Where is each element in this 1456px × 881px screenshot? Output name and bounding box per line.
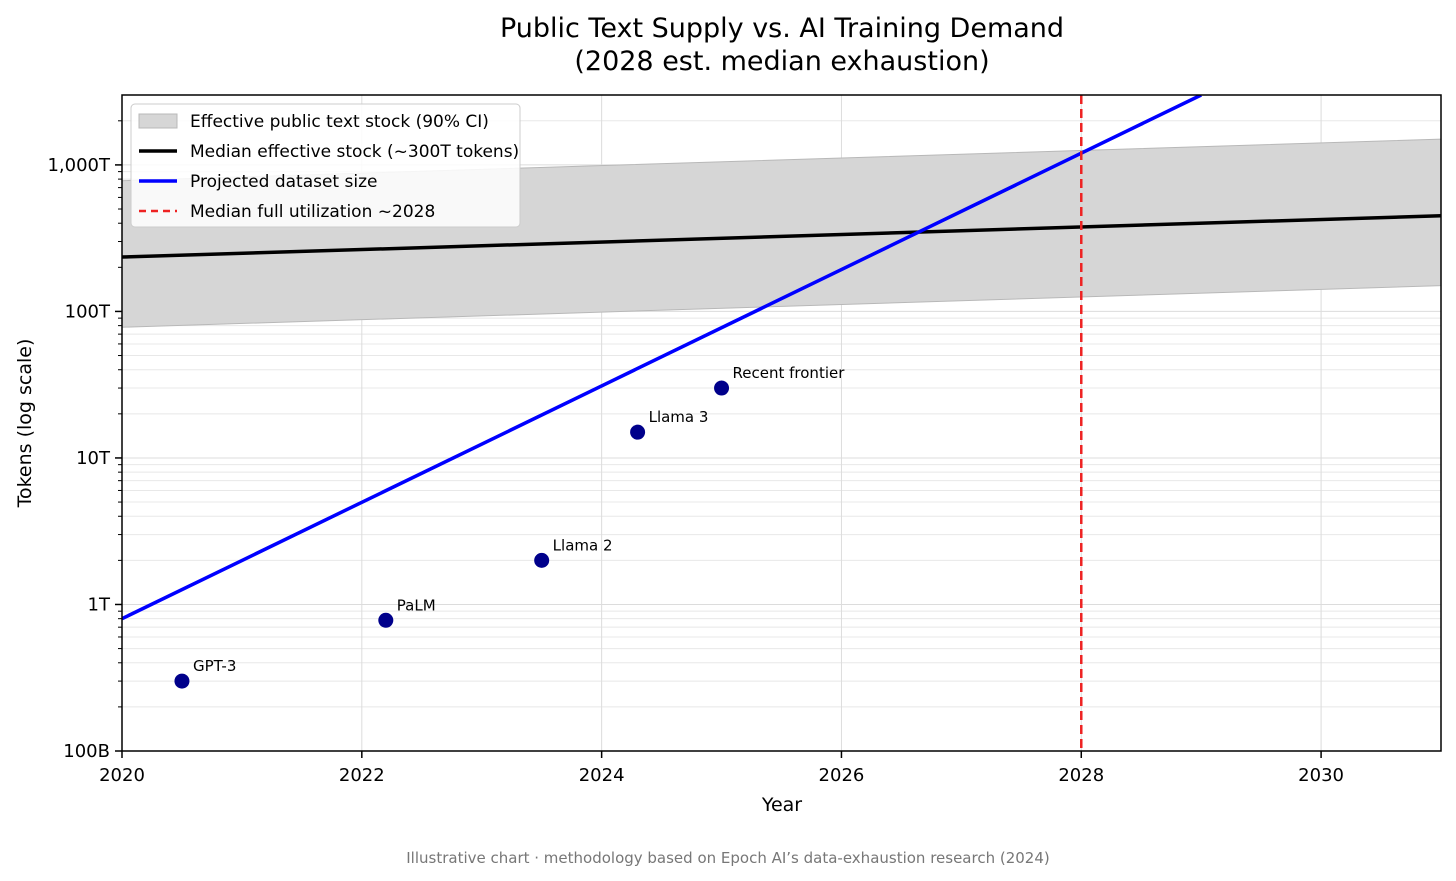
legend-swatch-band <box>138 113 178 129</box>
x-tick-label: 2028 <box>1058 765 1104 786</box>
data-point-label: Llama 3 <box>649 408 709 426</box>
x-axis-label: Year <box>761 794 802 816</box>
data-point <box>174 673 190 689</box>
x-tick-label: 2024 <box>579 765 625 786</box>
data-point <box>378 612 394 628</box>
series-line-projected-dataset <box>122 95 1202 621</box>
data-point <box>534 552 550 568</box>
y-axis-label: Tokens (log scale) <box>14 339 36 509</box>
data-point <box>630 424 646 440</box>
data-point-label: GPT-3 <box>193 657 236 675</box>
legend-entry-label: Median effective stock (~300T tokens) <box>190 142 519 162</box>
x-tick-label: 2020 <box>99 765 145 786</box>
data-point <box>714 380 730 396</box>
series-line-median-stock <box>122 213 1441 259</box>
y-tick-label: 100T <box>65 301 111 322</box>
legend-entry-label: Effective public text stock (90% CI) <box>190 112 489 132</box>
legend-box <box>130 103 521 228</box>
data-point-label: PaLM <box>397 596 436 614</box>
chart-title-line-1: Public Text Supply vs. AI Training Deman… <box>500 13 1064 44</box>
data-point-label: Recent frontier <box>733 364 846 382</box>
legend: Effective public text stock (90% CI) Medi… <box>130 103 521 228</box>
legend-entry-label: Median full utilization ~2028 <box>190 202 435 222</box>
y-tick-label: 1,000T <box>47 155 111 176</box>
data-point-label: Llama 2 <box>553 536 613 554</box>
plot-frame <box>121 94 1442 752</box>
x-tick-label: 2022 <box>339 765 385 786</box>
footer-note: Illustrative chart · methodology based o… <box>406 849 1050 867</box>
y-tick-label: 10T <box>76 448 111 469</box>
x-tick-label: 2026 <box>819 765 865 786</box>
y-tick-label: 100B <box>63 741 110 762</box>
x-tick-label: 2030 <box>1298 765 1344 786</box>
legend-entry-label: Projected dataset size <box>190 172 377 192</box>
y-tick-label: 1T <box>88 594 111 615</box>
chart-title-line-2: (2028 est. median exhaustion) <box>574 46 989 77</box>
